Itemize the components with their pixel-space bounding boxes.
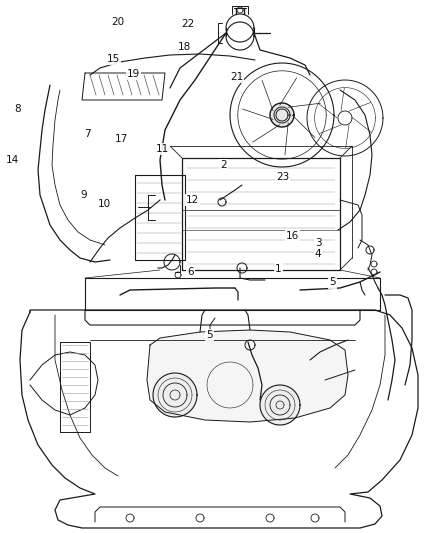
Text: 2: 2 [220, 160, 227, 170]
Text: 14: 14 [6, 155, 19, 165]
Text: 22: 22 [182, 19, 195, 29]
Polygon shape [270, 103, 294, 127]
Text: 1: 1 [275, 264, 282, 273]
Text: 7: 7 [84, 130, 91, 139]
Text: 9: 9 [81, 190, 88, 200]
Text: 18: 18 [177, 42, 191, 52]
Polygon shape [260, 385, 300, 425]
Text: 5: 5 [206, 330, 213, 340]
Text: 23: 23 [276, 172, 289, 182]
Text: 8: 8 [14, 104, 21, 114]
Polygon shape [147, 330, 348, 422]
Polygon shape [153, 373, 197, 417]
Text: 11: 11 [155, 144, 169, 154]
Text: 10: 10 [98, 199, 111, 208]
Text: 15: 15 [106, 54, 120, 63]
Text: 12: 12 [186, 195, 199, 205]
Text: 6: 6 [187, 267, 194, 277]
Text: 21: 21 [230, 72, 243, 82]
Text: 17: 17 [115, 134, 128, 143]
Text: 16: 16 [286, 231, 299, 240]
Text: 5: 5 [329, 278, 336, 287]
Text: 4: 4 [314, 249, 321, 259]
Text: 3: 3 [314, 238, 321, 247]
Text: 20: 20 [112, 18, 125, 27]
Text: 19: 19 [127, 69, 140, 78]
